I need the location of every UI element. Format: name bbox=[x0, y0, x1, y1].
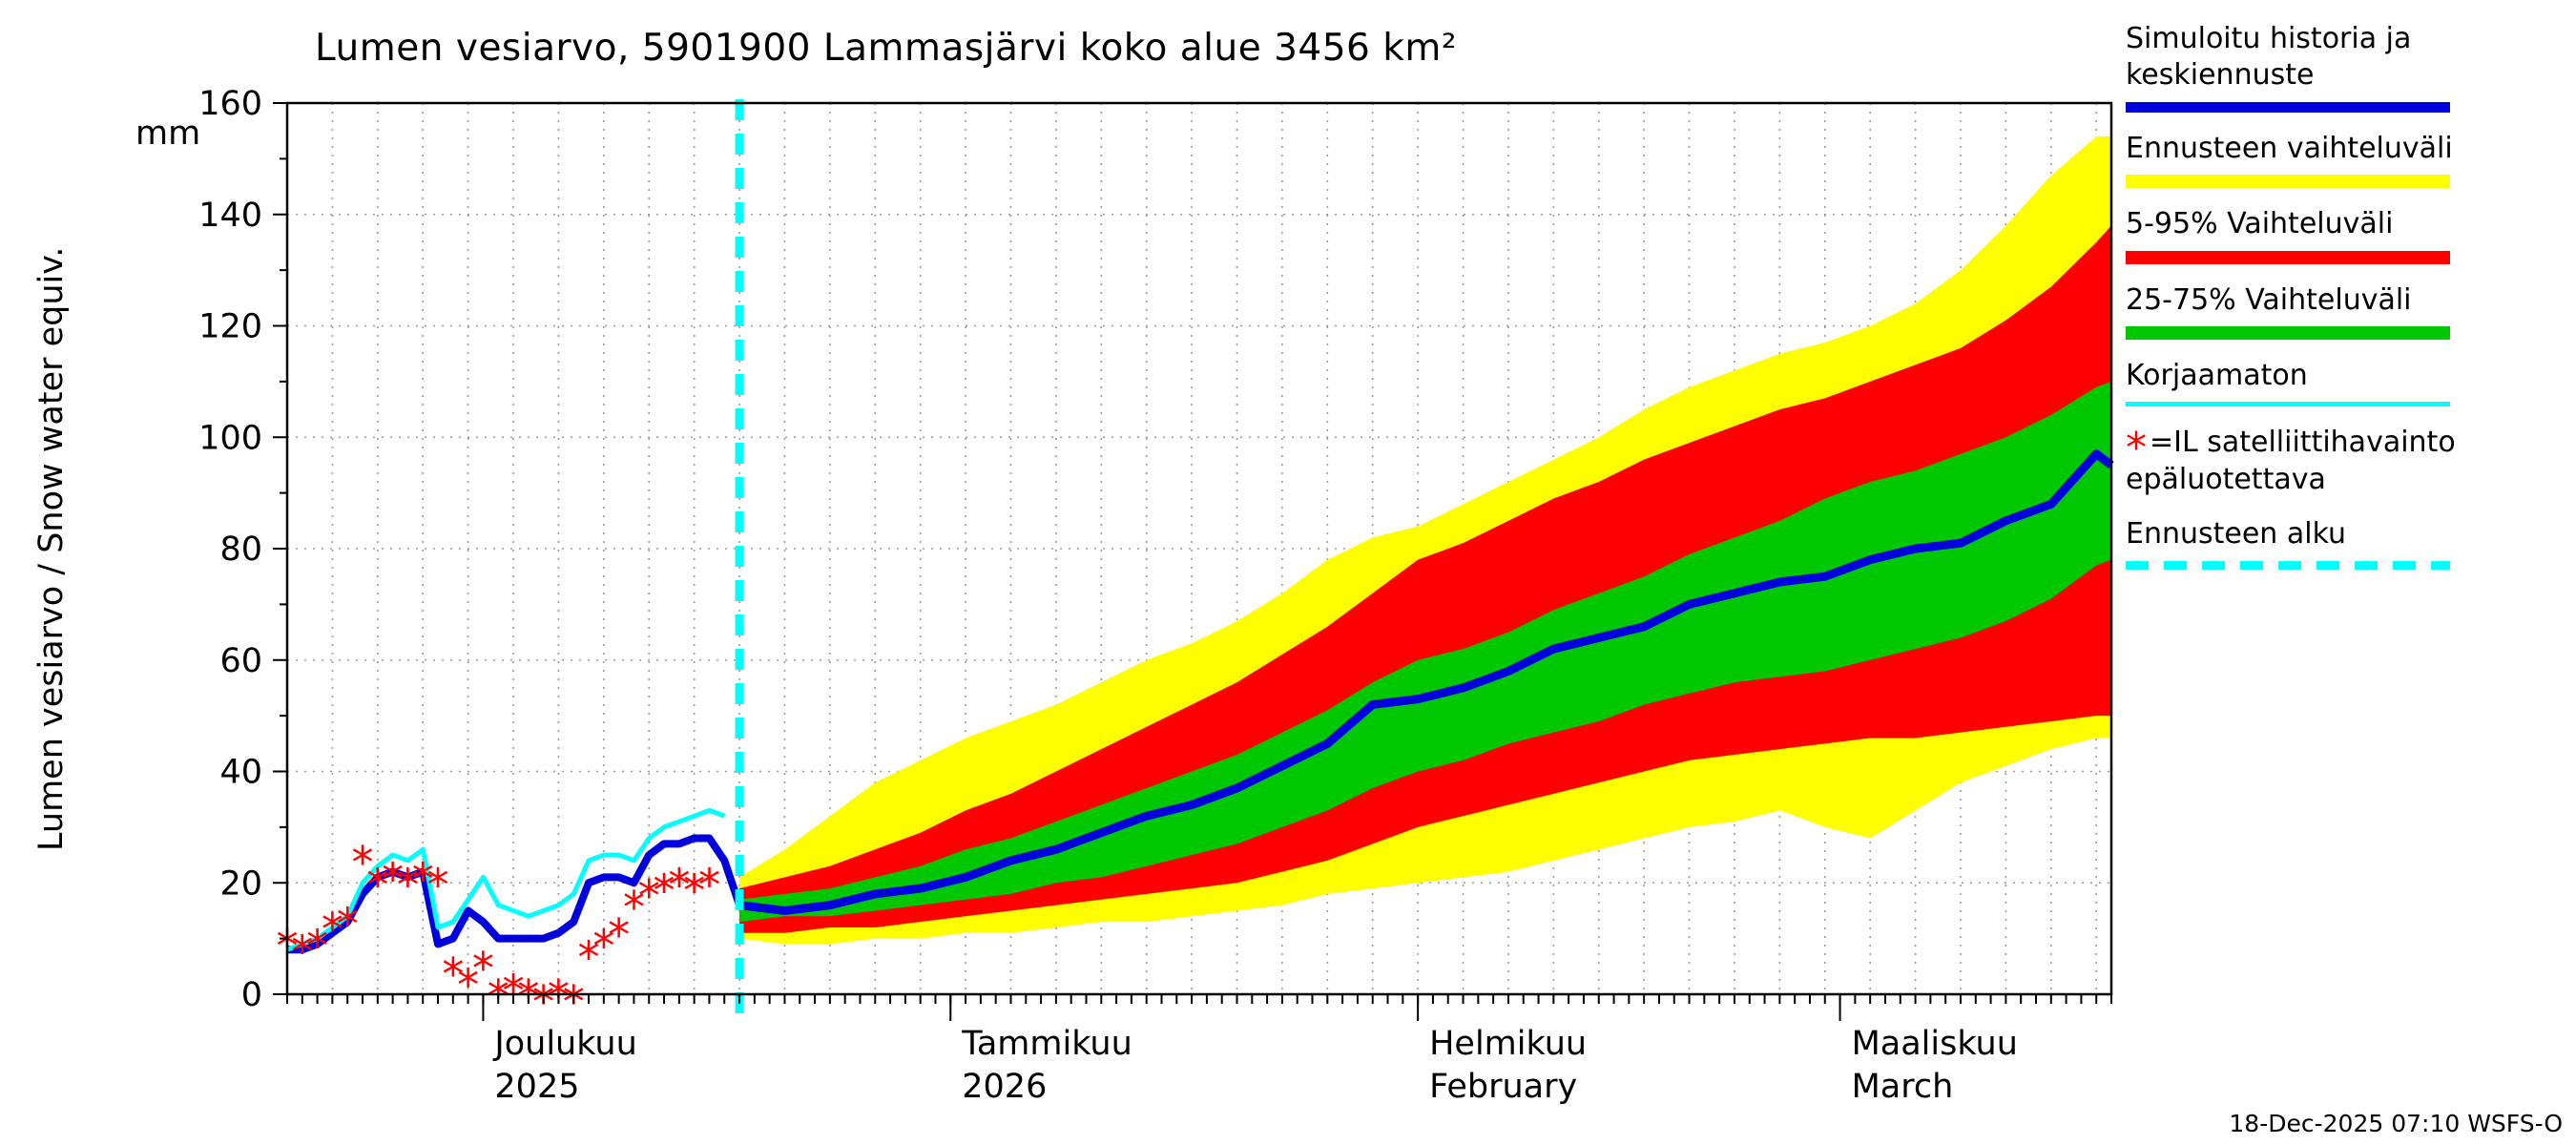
satellite-obs-marker: * bbox=[366, 859, 388, 910]
y-tick-label: 0 bbox=[241, 976, 262, 1014]
satellite-obs-marker: * bbox=[503, 965, 525, 1016]
legend-label: keskiennuste bbox=[2126, 58, 2315, 93]
legend: Simuloitu historia ja keskiennuste Ennuste… bbox=[2126, 21, 2570, 570]
y-tick-label: 20 bbox=[219, 864, 262, 903]
satellite-obs-marker: * bbox=[442, 948, 464, 1000]
y-tick-label: 80 bbox=[219, 531, 262, 569]
history-line bbox=[287, 834, 743, 954]
y-tick-label: 140 bbox=[198, 197, 262, 235]
satellite-obs-marker: * bbox=[698, 859, 720, 910]
timestamp: 18-Dec-2025 07:10 WSFS-O bbox=[2229, 1110, 2563, 1137]
satellite-obs-marker: * bbox=[683, 864, 705, 916]
legend-item-forecast-start: Ennusteen alku bbox=[2126, 516, 2570, 570]
satellite-obs-marker: * bbox=[412, 854, 434, 906]
forecast-median-line bbox=[738, 449, 2114, 915]
satellite-obs-marker: * bbox=[382, 854, 404, 906]
legend-item-satellite-note: * =IL satelliittihavainto epäluotettava bbox=[2126, 425, 2570, 498]
x-month-sublabel: 2025 bbox=[494, 1068, 579, 1106]
legend-label: Simuloitu historia ja bbox=[2126, 22, 2412, 55]
legend-swatch-uncorrected bbox=[2126, 402, 2450, 407]
y-tick-label: 120 bbox=[198, 308, 262, 346]
band-5-95 bbox=[739, 225, 2111, 933]
legend-item-uncorrected: Korjaamaton bbox=[2126, 358, 2570, 407]
legend-label: * =IL satelliittihavainto bbox=[2126, 424, 2456, 473]
legend-swatch-history-mean bbox=[2126, 101, 2450, 113]
legend-label: 25-75% Vaihteluväli bbox=[2126, 282, 2412, 317]
legend-item-range-5-95: 5-95% Vaihteluväli bbox=[2126, 206, 2570, 264]
satellite-obs-marker: * bbox=[397, 859, 419, 910]
x-month-label: Joulukuu bbox=[492, 1025, 636, 1063]
x-month-sublabel: February bbox=[1429, 1068, 1577, 1106]
satellite-obs-marker: * bbox=[291, 926, 313, 977]
y-tick-label: 100 bbox=[198, 419, 262, 457]
satellite-obs-marker: * bbox=[654, 864, 675, 916]
satellite-obs-marker: * bbox=[668, 859, 690, 910]
legend-swatch-range-5-95 bbox=[2126, 250, 2450, 264]
band-25-75 bbox=[739, 381, 2111, 923]
y-tick-label: 60 bbox=[219, 642, 262, 680]
legend-swatch-forecast-range bbox=[2126, 175, 2450, 189]
legend-label: 5-95% Vaihteluväli bbox=[2126, 207, 2394, 241]
satellite-obs-star-icon: * bbox=[2126, 424, 2147, 473]
satellite-obs-marker: * bbox=[472, 943, 494, 994]
x-month-label: Helmikuu bbox=[1429, 1025, 1587, 1063]
satellite-obs-marker: * bbox=[306, 921, 328, 972]
satellite-obs-marker: * bbox=[608, 909, 630, 961]
satellite-obs-marker: * bbox=[352, 837, 374, 888]
legend-item-range-25-75: 25-75% Vaihteluväli bbox=[2126, 282, 2570, 340]
y-axis-unit: mm bbox=[135, 114, 201, 153]
satellite-obs-marker: * bbox=[638, 870, 660, 922]
chart-title: Lumen vesiarvo, 5901900 Lammasjärvi koko… bbox=[315, 27, 1457, 70]
x-month-label: Maaliskuu bbox=[1852, 1025, 2018, 1063]
x-month-sublabel: March bbox=[1852, 1068, 1954, 1106]
satellite-obs-marker: * bbox=[322, 904, 343, 955]
legend-item-history-mean: Simuloitu historia ja keskiennuste bbox=[2126, 21, 2570, 113]
legend-item-forecast-range: Ennusteen vaihteluväli bbox=[2126, 131, 2570, 189]
x-month-label: Tammikuu bbox=[961, 1025, 1132, 1063]
legend-label: Korjaamaton bbox=[2126, 358, 2308, 392]
satellite-obs-marker: * bbox=[337, 898, 359, 949]
satellite-obs-marker: * bbox=[578, 931, 600, 983]
y-tick-label: 160 bbox=[198, 85, 262, 123]
satellite-obs-marker: * bbox=[623, 882, 645, 933]
legend-label: Ennusteen alku bbox=[2126, 517, 2347, 552]
legend-label: epäluotettava bbox=[2126, 462, 2326, 496]
satellite-obs-marker: * bbox=[427, 859, 449, 910]
legend-label: Ennusteen vaihteluväli bbox=[2126, 131, 2453, 165]
legend-swatch-forecast-start bbox=[2126, 560, 2450, 570]
uncorrected-line bbox=[286, 807, 726, 952]
satellite-obs-marker: * bbox=[592, 921, 614, 972]
y-tick-label: 40 bbox=[219, 754, 262, 792]
satellite-obs-marker: * bbox=[457, 959, 479, 1010]
x-month-sublabel: 2026 bbox=[962, 1068, 1047, 1106]
legend-swatch-range-25-75 bbox=[2126, 325, 2450, 340]
